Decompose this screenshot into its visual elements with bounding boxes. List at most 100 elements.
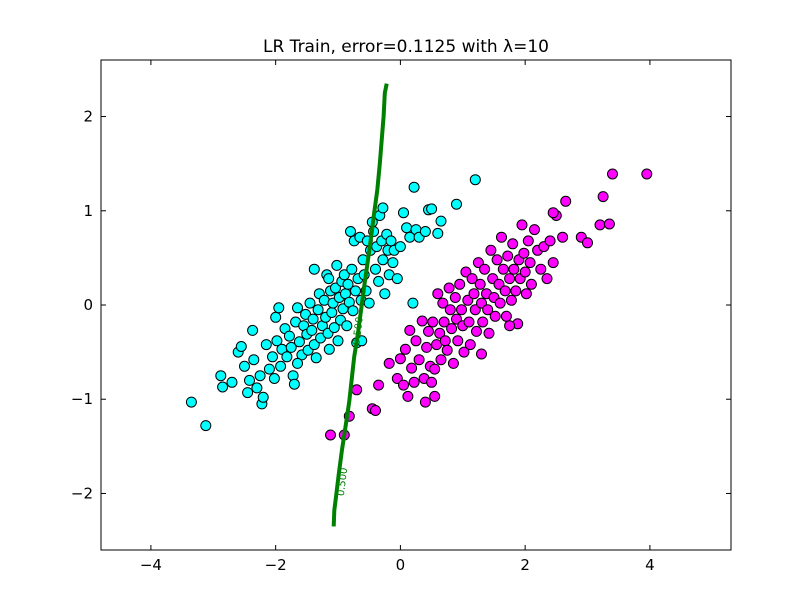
series-1-point [519, 266, 531, 278]
series-1-point [435, 354, 447, 366]
plot-frame [100, 59, 732, 551]
series-0-point [370, 263, 381, 275]
series-1-point [472, 257, 484, 269]
series-1-point [524, 257, 536, 269]
series-0-point [306, 324, 318, 336]
series-0-point [328, 322, 340, 334]
series-0-point [341, 320, 353, 332]
series-1-point [505, 294, 517, 306]
series-0-point [288, 378, 300, 390]
series-1-point [603, 218, 615, 230]
series-1-point [494, 297, 506, 309]
series-1-point [394, 353, 406, 365]
series-1-point [482, 304, 494, 316]
series-0-point [244, 374, 255, 386]
series-1-point [452, 335, 464, 347]
series-0-point [432, 227, 444, 239]
series-1-point [641, 168, 653, 180]
series-1-point [438, 316, 450, 328]
series-1-point [491, 254, 503, 266]
series-0-point [268, 373, 280, 384]
series-1-point [476, 348, 487, 360]
series-0-point [273, 302, 285, 314]
series-1-point [544, 235, 556, 247]
series-0-point [408, 181, 420, 193]
series-0-point [308, 263, 320, 275]
y-tick-label: 1 [83, 202, 93, 220]
series-1-point [423, 325, 434, 337]
y-tick-label: 0 [83, 296, 93, 314]
series-1-point [429, 390, 441, 402]
series-0-point [347, 305, 359, 317]
series-1-point [391, 373, 403, 384]
series-0-point [304, 297, 316, 309]
series-0-point [283, 330, 295, 342]
series-0-point [235, 341, 247, 352]
series-1-point [582, 237, 593, 249]
series-0-point [391, 273, 403, 285]
series-0-point [377, 254, 389, 266]
series-0-point [254, 370, 266, 382]
series-0-point [330, 282, 341, 294]
series-0-point [267, 351, 278, 363]
series-1-point [370, 405, 381, 416]
series-0-point [350, 285, 361, 297]
series-1-point [594, 219, 606, 231]
series-0-point [293, 336, 305, 348]
series-1-point [456, 304, 467, 316]
series-0-point [342, 278, 354, 290]
series-1-point [426, 376, 438, 388]
series-1-point [504, 320, 516, 332]
series-1-point [429, 363, 441, 375]
series-0-point [398, 207, 409, 219]
series-1-point [557, 231, 569, 243]
series-1-point [413, 354, 425, 366]
series-1-point [497, 263, 509, 275]
chart-title: LR Train, error=0.1125 with λ=10 [263, 37, 549, 57]
series-1-point [437, 297, 449, 309]
axes: −4 −2 0 2 4 −2 −1 0 1 2 [71, 60, 731, 574]
x-tick-label: −4 [140, 556, 162, 574]
series-1-point [607, 168, 618, 180]
series-1-point [479, 263, 491, 275]
series-1-point [447, 357, 459, 369]
series-1-point [439, 335, 451, 347]
series-0-point [435, 215, 447, 227]
series-1-point [547, 257, 559, 269]
series-0-point [331, 259, 343, 271]
series-1-point [535, 263, 547, 275]
x-tick-label: −2 [265, 556, 287, 574]
series-0-point [323, 343, 335, 355]
series-0-point [263, 363, 275, 375]
series-1-point [373, 379, 385, 391]
series-1-point [477, 316, 489, 328]
series-1-point [516, 219, 528, 231]
series-1-point [500, 310, 512, 322]
series-0-point [270, 311, 282, 323]
series-0-point [385, 235, 397, 247]
series-1-point [483, 327, 495, 339]
series-1-point [464, 339, 476, 351]
series-1-point [398, 379, 409, 391]
plot-marks: 0.500 0.500 [185, 83, 653, 527]
series-0-point [332, 335, 344, 347]
series-1-point [510, 285, 522, 297]
series-0-point [292, 357, 303, 369]
series-1-point [402, 390, 414, 402]
series-1-point [496, 231, 507, 243]
series-0-point [247, 324, 259, 336]
series-1-point [383, 357, 395, 369]
series-0-point [379, 288, 391, 300]
series-0-point [345, 226, 356, 237]
series-1-point [529, 224, 540, 236]
series-0-point [373, 275, 385, 287]
series-0-point [426, 203, 438, 215]
series-0-point [323, 273, 335, 285]
series-0-point [239, 360, 250, 372]
series-0-point [401, 222, 413, 234]
series-1-point [518, 247, 530, 259]
series-1-point [541, 273, 553, 285]
series-1-point [468, 288, 480, 300]
series-1-point [463, 316, 475, 328]
contour-label: 0.500 [336, 467, 350, 497]
